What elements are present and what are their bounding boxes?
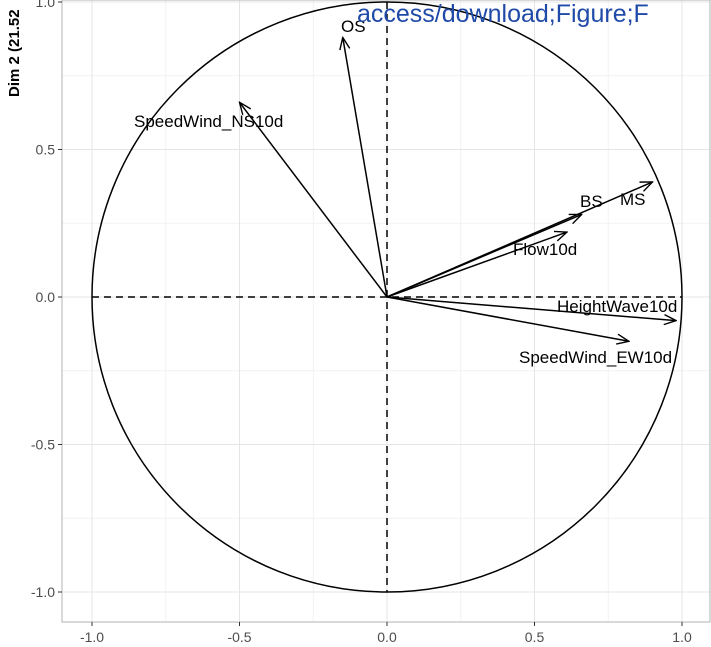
arrow-speedwind-ew10d xyxy=(386,296,629,341)
y-tick-label: -1.0 xyxy=(31,584,55,600)
x-tick-label: 1.0 xyxy=(672,629,692,645)
x-tick-label: 0.0 xyxy=(377,629,397,645)
y-tick-label: 0.5 xyxy=(36,142,56,158)
panel-border xyxy=(61,0,711,623)
arrow-heightwave10d xyxy=(386,296,676,321)
arrow-os xyxy=(343,37,388,298)
y-axis-title: Dim 2 (21.52 xyxy=(6,9,23,97)
arrow-flow10d xyxy=(386,232,567,298)
y-tick-label: -0.5 xyxy=(31,437,55,453)
variable-labels: OS SpeedWind_NS10d MS BS Flow10d HeightWave10… xyxy=(134,17,677,367)
x-tick-label: -1.0 xyxy=(80,629,104,645)
axis-ticks: -1.0 -0.5 0.0 0.5 1.0 -1.0 -0.5 0.0 0.5 1.0 xyxy=(31,0,692,645)
variable-arrows xyxy=(240,37,677,341)
label-ms: MS xyxy=(620,190,646,209)
unit-circle xyxy=(91,1,683,593)
minor-grid xyxy=(62,0,710,622)
arrow-bs xyxy=(386,214,582,298)
arrow-speedwind-ns10d xyxy=(240,102,388,298)
annotation-text: access/download;Figure;F xyxy=(357,0,649,28)
label-speedwind-ew10d: SpeedWind_EW10d xyxy=(519,348,672,367)
x-tick-label: 0.5 xyxy=(525,629,545,645)
label-speedwind-ns10d: SpeedWind_NS10d xyxy=(134,112,283,131)
label-os: OS xyxy=(341,17,366,36)
label-heightwave10d: HeightWave10d xyxy=(557,297,677,316)
label-flow10d: Flow10d xyxy=(513,240,577,259)
y-tick-label: 0.0 xyxy=(36,289,56,305)
label-bs: BS xyxy=(580,192,603,211)
x-tick-label: -0.5 xyxy=(227,629,251,645)
y-tick-label: 1.0 xyxy=(36,0,56,10)
